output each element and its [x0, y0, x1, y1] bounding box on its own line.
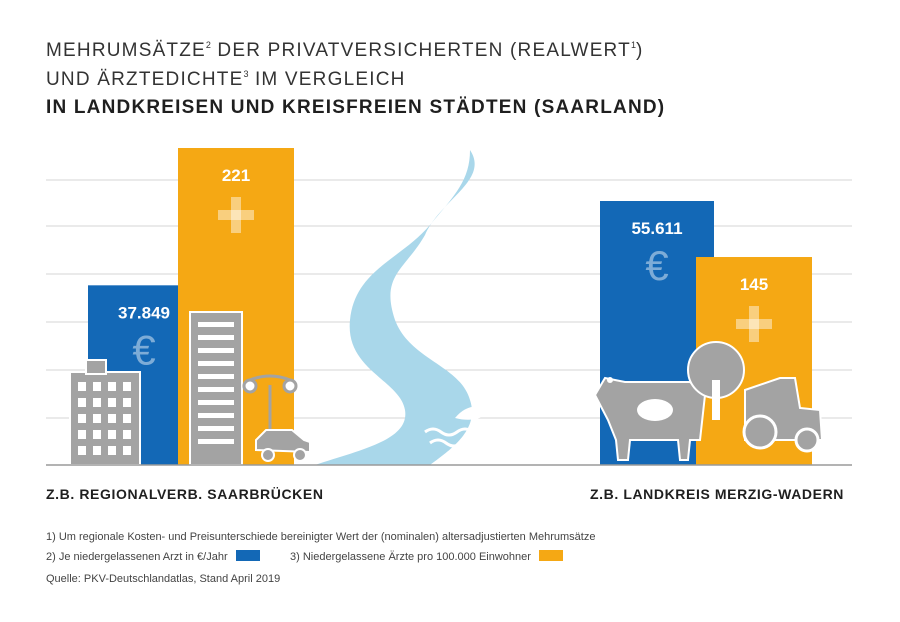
- building-windows: [78, 322, 234, 455]
- window: [108, 382, 116, 391]
- tree-icon: [687, 341, 745, 420]
- plus-icon: [218, 197, 254, 233]
- window: [198, 374, 234, 379]
- river-illustration: [315, 150, 475, 465]
- euro-icon: €: [132, 326, 155, 373]
- car-icon: [255, 429, 311, 462]
- category-label-merzig-wadern: Z.B. LANDKREIS MERZIG-WADERN: [589, 486, 844, 502]
- window: [123, 382, 131, 391]
- data-label: 37.849: [118, 303, 170, 322]
- window: [198, 387, 234, 392]
- window: [78, 414, 86, 423]
- data-label: 145: [740, 275, 768, 294]
- window: [78, 430, 86, 439]
- cow-icon: [593, 376, 707, 461]
- source-note: Quelle: PKV-Deutschlandatlas, Stand Apri…: [46, 573, 281, 585]
- window: [123, 446, 131, 455]
- plus-icon: [736, 306, 772, 343]
- legend-swatch-orange: [538, 550, 563, 561]
- tractor-icon: [742, 377, 824, 453]
- window: [198, 335, 234, 340]
- chart-title-line-1: MEHRUMSÄTZE2 DER PRIVATVERSICHERTEN (REA…: [46, 40, 644, 61]
- category-label-saarbruecken: Z.B. REGIONALVERB. SAARBRÜCKEN: [46, 486, 324, 502]
- fish-icon: [420, 301, 492, 420]
- data-label: 55.611: [631, 219, 682, 238]
- window: [108, 430, 116, 439]
- window: [78, 382, 86, 391]
- window: [93, 382, 101, 391]
- window: [198, 413, 234, 418]
- window: [198, 400, 234, 405]
- window: [198, 426, 234, 431]
- window: [198, 348, 234, 353]
- footnote-2: 2) Je niedergelassenen Arzt in €/Jahr: [46, 550, 260, 563]
- window: [198, 439, 234, 444]
- window: [108, 414, 116, 423]
- window: [123, 398, 131, 407]
- euro-icon: €: [645, 242, 668, 289]
- window: [198, 322, 234, 327]
- legend-swatch-blue: [235, 550, 260, 561]
- window: [123, 414, 131, 423]
- wave-icon: [424, 427, 490, 448]
- footnote-3: 3) Niedergelassene Ärzte pro 100.000 Ein…: [290, 550, 563, 563]
- window: [93, 398, 101, 407]
- window: [93, 446, 101, 455]
- window: [93, 414, 101, 423]
- chart-subtitle: IN LANDKREISEN UND KREISFREIEN STÄDTEN (…: [46, 97, 666, 118]
- window: [108, 446, 116, 455]
- window: [93, 430, 101, 439]
- window: [123, 430, 131, 439]
- window: [78, 446, 86, 455]
- window: [78, 398, 86, 407]
- window: [198, 361, 234, 366]
- chart-title-line-2: UND ÄRZTEDICHTE3 IM VERGLEICH: [46, 69, 406, 90]
- footnote-1: 1) Um regionale Kosten- und Preisuntersc…: [46, 531, 596, 543]
- window: [108, 398, 116, 407]
- data-label: 221: [222, 166, 250, 185]
